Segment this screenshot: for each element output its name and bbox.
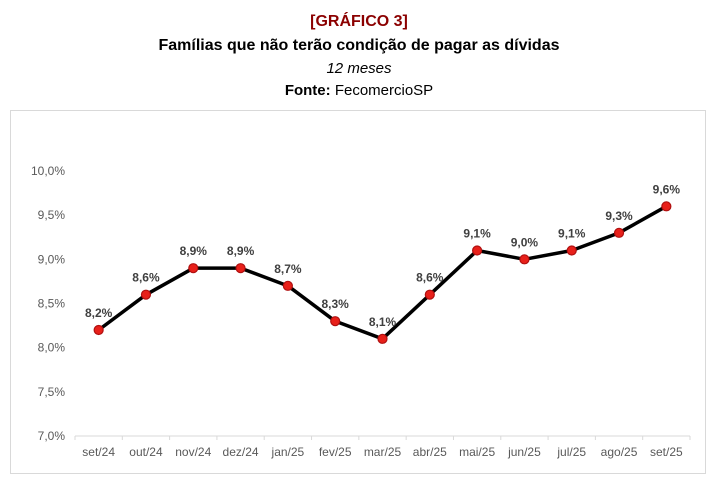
data-label: 9,3% [605, 209, 633, 223]
y-tick-label: 8,0% [38, 341, 66, 355]
data-point [93, 324, 104, 336]
x-tick-label: ago/25 [601, 445, 638, 459]
data-label: 8,9% [227, 244, 255, 258]
data-label: 8,1% [369, 315, 397, 329]
data-point [472, 245, 483, 256]
source-value: FecomercioSP [334, 82, 434, 99]
data-label: 9,1% [558, 227, 586, 241]
x-tick-label: abr/25 [413, 445, 447, 459]
y-tick-label: 10,0% [31, 164, 65, 178]
data-point [330, 316, 341, 327]
x-tick-label: jun/25 [507, 445, 541, 459]
data-label: 8,6% [416, 271, 444, 285]
y-tick-label: 7,0% [38, 429, 66, 443]
x-tick-label: jan/25 [271, 445, 305, 459]
source-label: Fonte: [284, 82, 331, 99]
x-tick-label: fev/25 [319, 445, 352, 459]
chart-title: Famílias que não terão condição de pagar… [158, 37, 560, 54]
x-tick-label: nov/24 [175, 445, 211, 459]
x-tick-label: mar/25 [364, 445, 402, 459]
x-tick-label: mai/25 [459, 445, 495, 459]
series: 8,2% 8,6% 8,9% 8,9% 8,7% 8,3% 8,1% 8,6% 9,1% 9,0%… [85, 182, 681, 344]
y-axis: 7,0% 7,5% 8,0% 8,5% 9,0% 9,5% 10,0% [31, 164, 65, 443]
data-point [566, 245, 577, 256]
data-point [519, 254, 530, 265]
data-point [377, 333, 388, 344]
y-tick-label: 9,0% [38, 252, 66, 266]
x-tick-label: set/25 [650, 445, 683, 459]
data-label: 8,2% [85, 306, 113, 320]
data-label: 9,0% [511, 235, 539, 249]
data-point [613, 227, 625, 238]
x-axis: set/24 out/24 nov/24 dez/24 jan/25 fev/25 mar/… [74, 435, 691, 459]
y-tick-label: 8,5% [38, 297, 66, 311]
data-point [661, 201, 672, 212]
chart-frame [10, 110, 706, 474]
data-point [235, 263, 246, 274]
data-point [140, 289, 152, 300]
x-tick-label: out/24 [129, 445, 163, 459]
data-point [282, 280, 293, 291]
data-point [424, 289, 435, 300]
data-label: 8,3% [322, 297, 350, 311]
data-label: 8,7% [274, 262, 302, 276]
data-label: 9,1% [463, 227, 491, 241]
chart-source: Fonte: FecomercioSP [0, 82, 718, 99]
chart-tag: [GRÁFICO 3] [310, 13, 408, 30]
data-label: 8,9% [180, 244, 208, 258]
y-tick-label: 9,5% [38, 208, 66, 222]
data-label: 9,6% [653, 182, 681, 196]
chart-subtitle: 12 meses [326, 60, 392, 77]
data-label: 8,6% [132, 271, 160, 285]
x-tick-label: set/24 [82, 445, 115, 459]
y-tick-label: 7,5% [38, 385, 66, 399]
x-tick-label: jul/25 [556, 445, 586, 459]
x-tick-label: dez/24 [223, 445, 259, 459]
data-point [188, 263, 199, 274]
